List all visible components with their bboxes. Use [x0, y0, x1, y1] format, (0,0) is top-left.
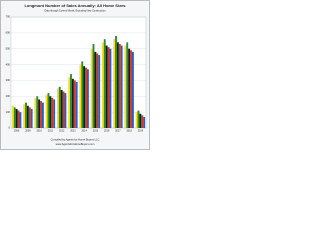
bar: [38, 99, 41, 128]
chart: Longmont Number of Sales Annually: All H…: [0, 0, 150, 150]
bar: [101, 42, 104, 128]
bar: [36, 96, 39, 128]
bar: [107, 47, 110, 128]
bar: [103, 39, 106, 129]
bar: [62, 91, 65, 128]
bar: [135, 112, 138, 128]
bar: [28, 107, 31, 128]
bar: [115, 36, 117, 128]
bar: [137, 110, 140, 128]
bar: [11, 105, 14, 128]
y-tick-label: 100: [6, 110, 11, 114]
bar: [71, 78, 74, 128]
bar: [26, 105, 29, 128]
bar: [96, 53, 99, 128]
x-tick-label: 2009: [25, 130, 31, 133]
bar: [15, 108, 18, 128]
footer-line: Compiled by Agents for Home Buyers LLC: [51, 138, 100, 142]
x-tick-label: 2016: [104, 130, 110, 133]
y-tick-label: 300: [6, 78, 11, 82]
bar: [17, 110, 20, 128]
bar: [23, 104, 26, 128]
bar: [60, 89, 63, 128]
bar: [49, 96, 52, 128]
x-tick-label: 2014: [81, 130, 87, 133]
bar: [75, 82, 78, 128]
x-tick-label: 2010: [36, 130, 42, 133]
bar: [73, 80, 76, 128]
bar: [109, 48, 112, 128]
bar: [139, 113, 142, 128]
x-tick-label: 2011: [48, 130, 54, 133]
plot-area: [10, 16, 147, 129]
x-tick-label: 2013: [70, 130, 76, 133]
bar: [90, 48, 93, 128]
bar: [19, 112, 22, 128]
x-tick-label: 2015: [93, 130, 99, 133]
x-tick-label: 2012: [59, 130, 65, 133]
bar: [143, 116, 146, 128]
bar: [120, 45, 123, 128]
bar: [79, 64, 82, 128]
bar: [56, 88, 59, 128]
bar: [70, 74, 72, 128]
bar: [25, 102, 27, 128]
bar: [85, 67, 87, 128]
y-tick-label: 600: [6, 31, 11, 35]
bar: [116, 42, 119, 128]
bar: [81, 61, 84, 128]
bar: [130, 50, 132, 128]
bar: [45, 94, 48, 128]
bar: [83, 66, 86, 128]
bar: [13, 107, 16, 128]
chart-subtitle: Data through Current Month, Excluding Ne…: [45, 10, 107, 13]
bar: [128, 48, 131, 128]
x-tick-label: 2018: [126, 130, 132, 133]
bar: [30, 108, 33, 128]
bar: [51, 97, 54, 128]
bar: [86, 69, 89, 128]
bar: [113, 39, 116, 129]
bar: [98, 55, 101, 128]
bar: [124, 45, 127, 128]
bar: [58, 86, 61, 128]
bar: [92, 43, 95, 129]
bar: [53, 99, 56, 128]
y-tick-label: 0: [9, 126, 11, 130]
y-tick-label: 700: [6, 15, 11, 19]
chart-title: Longmont Number of Sales Annually: All H…: [24, 3, 126, 8]
footer-line: www.AgentsForHomeBuyers.com: [56, 142, 95, 146]
y-tick-label: 400: [6, 62, 11, 66]
bar: [118, 43, 121, 129]
bar: [141, 115, 144, 128]
bar: [68, 77, 71, 128]
bar: [94, 51, 97, 129]
bar: [105, 45, 108, 128]
bar: [47, 93, 50, 128]
x-tick-label: 2008: [14, 130, 20, 133]
bar: [41, 102, 44, 128]
y-tick-label: 200: [6, 94, 11, 98]
bar: [126, 42, 129, 128]
bar: [40, 101, 42, 128]
bar: [64, 93, 67, 128]
bar: [34, 97, 37, 128]
y-tick-label: 500: [6, 46, 11, 50]
bar: [131, 51, 134, 129]
x-tick-label: 2019: [138, 130, 144, 133]
x-tick-label: 2017: [115, 130, 121, 133]
